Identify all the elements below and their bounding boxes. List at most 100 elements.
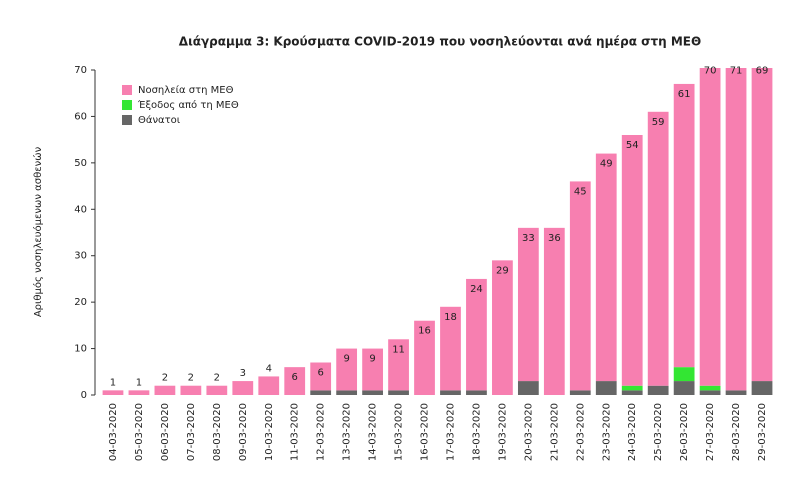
x-tick-label: 16-03-2020 <box>420 403 431 461</box>
y-tick-label: 40 <box>74 204 87 215</box>
bar-segment <box>154 385 176 395</box>
x-tick-label: 23-03-2020 <box>601 403 612 461</box>
x-tick-label: 20-03-2020 <box>523 403 534 461</box>
data-label: 6 <box>317 368 323 379</box>
data-label: 18 <box>444 312 457 323</box>
y-axis-label: Αριθμός νοσηλευόμενων ασθενών <box>32 146 44 317</box>
x-tick-label: 18-03-2020 <box>471 403 482 461</box>
bar-segment <box>128 390 150 395</box>
data-label: 4 <box>266 363 272 374</box>
data-label: 69 <box>756 66 769 77</box>
bar-segment <box>466 278 487 391</box>
y-tick-label: 0 <box>81 390 87 401</box>
bar-segment <box>725 390 747 395</box>
bar-segment <box>102 390 124 395</box>
x-tick-label: 12-03-2020 <box>316 403 327 461</box>
bar-segment <box>647 111 669 386</box>
bar-segment <box>206 385 228 395</box>
data-label: 54 <box>626 140 639 151</box>
bar-segment <box>517 381 539 395</box>
legend-swatch <box>122 85 132 95</box>
legend-label: Έξοδος από τη ΜΕΘ <box>137 99 239 111</box>
data-label: 45 <box>574 186 587 197</box>
bar-segment <box>466 390 487 395</box>
x-tick-label: 17-03-2020 <box>445 403 456 461</box>
x-tick-label: 25-03-2020 <box>653 403 664 461</box>
bar-segment <box>310 390 332 395</box>
data-label: 16 <box>418 326 431 337</box>
data-label: 70 <box>704 66 717 77</box>
bar-segment <box>440 390 461 395</box>
data-label: 9 <box>369 354 375 365</box>
y-tick-label: 10 <box>74 344 87 355</box>
x-tick-label: 09-03-2020 <box>238 403 249 461</box>
bar-segment <box>336 390 358 395</box>
y-tick-label: 20 <box>74 297 87 308</box>
bar-segment <box>388 390 409 395</box>
x-tick-label: 10-03-2020 <box>264 403 275 461</box>
bar-segment <box>725 68 747 391</box>
x-tick-label: 04-03-2020 <box>108 403 119 461</box>
bar-segment <box>388 339 409 391</box>
legend-swatch <box>122 115 132 125</box>
data-label: 3 <box>240 368 246 379</box>
bar-segment <box>621 135 643 386</box>
data-label: 2 <box>188 373 194 384</box>
bar-segment <box>569 181 591 391</box>
y-tick-label: 60 <box>74 111 87 122</box>
data-label: 49 <box>600 159 613 170</box>
bar-segment <box>517 227 539 382</box>
bar-segment <box>621 390 643 395</box>
data-label: 29 <box>496 265 509 276</box>
data-label: 24 <box>470 284 483 295</box>
bar-segment <box>492 260 513 395</box>
bar-segment <box>621 385 643 391</box>
bar-segment <box>595 381 617 395</box>
data-label: 1 <box>110 377 116 388</box>
x-tick-label: 15-03-2020 <box>394 403 405 461</box>
data-label: 2 <box>162 373 168 384</box>
bar-segment <box>336 348 358 391</box>
bar-segment <box>440 306 461 391</box>
chart-title: Διάγραμμα 3: Κρούσματα COVID-2019 που νο… <box>179 35 701 49</box>
bar-segment <box>543 227 565 395</box>
bar-segment <box>647 385 669 395</box>
data-label: 6 <box>292 372 298 383</box>
bar-segment <box>673 381 695 395</box>
y-tick-label: 50 <box>74 158 87 169</box>
legend-label: Νοσηλεία στη ΜΕΘ <box>138 84 234 96</box>
x-tick-label: 24-03-2020 <box>627 403 638 461</box>
x-tick-label: 27-03-2020 <box>705 403 716 461</box>
data-label: 2 <box>214 373 220 384</box>
x-tick-label: 07-03-2020 <box>186 403 197 461</box>
bar-segment <box>284 367 306 395</box>
bar-segment <box>362 348 383 391</box>
data-label: 33 <box>522 233 535 244</box>
bar-segment <box>751 381 773 395</box>
bar-segment <box>673 83 695 368</box>
data-label: 1 <box>136 377 142 388</box>
bar-segment <box>310 362 332 391</box>
data-label: 9 <box>343 354 349 365</box>
bar-segment <box>414 320 435 395</box>
legend-swatch <box>122 100 132 110</box>
data-label: 11 <box>392 344 405 355</box>
x-tick-label: 05-03-2020 <box>134 403 145 461</box>
x-tick-label: 28-03-2020 <box>731 403 742 461</box>
plot-area <box>102 68 773 395</box>
bar-segment <box>699 390 721 395</box>
x-tick-label: 11-03-2020 <box>290 403 301 461</box>
bar-segment <box>362 390 383 395</box>
bar-segment <box>569 390 591 395</box>
bar-segment <box>232 381 254 395</box>
x-tick-label: 13-03-2020 <box>342 403 353 461</box>
x-tick-label: 06-03-2020 <box>160 403 171 461</box>
x-tick-label: 08-03-2020 <box>212 403 223 461</box>
bar-segment <box>180 385 202 395</box>
bar-segment <box>699 385 721 391</box>
y-tick-label: 30 <box>74 251 87 262</box>
data-label: 61 <box>678 89 691 100</box>
y-tick-label: 70 <box>74 65 87 76</box>
bar-segment <box>673 367 695 382</box>
